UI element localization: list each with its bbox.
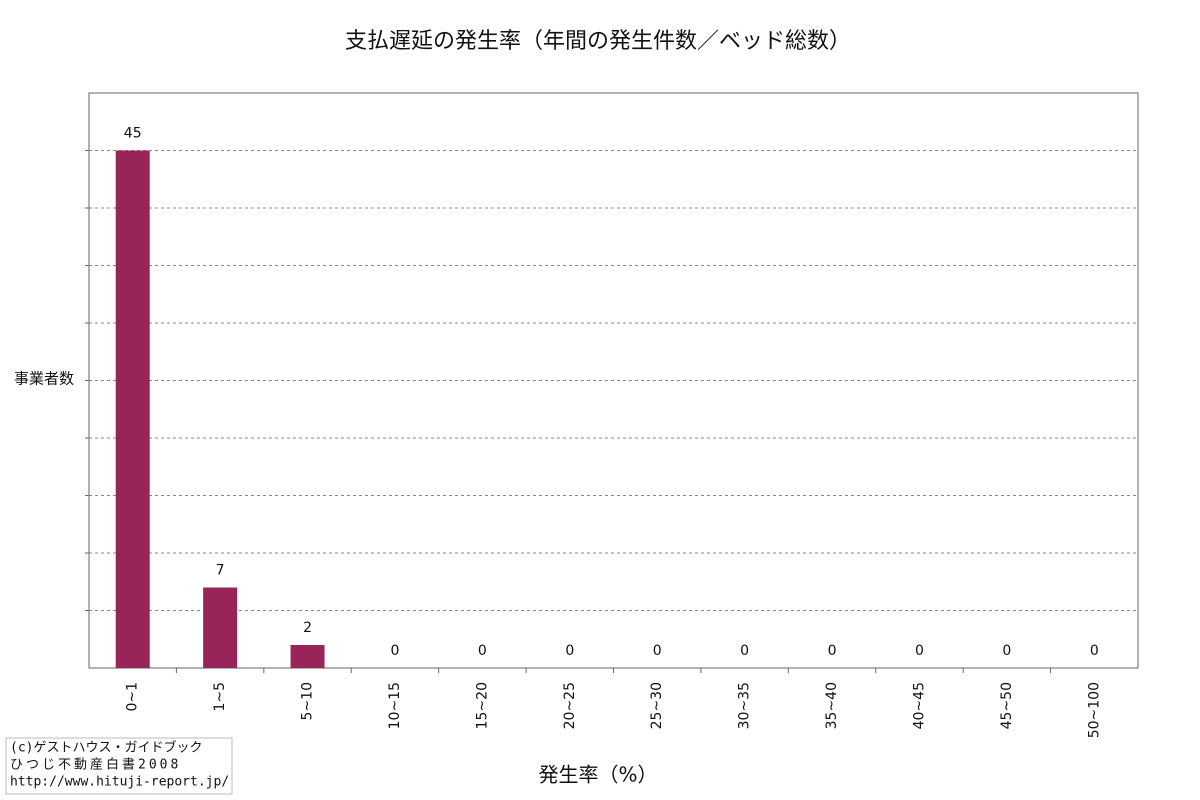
chart-title: 支払遅延の発生率（年間の発生件数／ベッド総数） [345,29,851,54]
x-tick-label: 5~10 [300,682,316,720]
data-label: 0 [828,643,837,659]
data-label: 0 [478,643,487,659]
x-axis-label: 発生率（%） [538,763,657,787]
x-tick-label: 45~50 [999,682,1015,729]
credit-line: (c)ゲストハウス・ガイドブック [10,740,202,756]
data-label: 0 [1090,643,1099,659]
x-tick-label: 25~30 [649,682,665,729]
data-label: 0 [653,643,662,659]
bar [290,645,325,668]
y-axis-label: 事業者数 [14,370,74,388]
data-label: 0 [740,643,749,659]
data-label: 0 [565,643,574,659]
data-label: 0 [1002,643,1011,659]
x-tick-label: 10~15 [387,682,403,729]
bar [203,587,238,668]
x-tick-label: 30~35 [737,682,753,729]
x-tick-label: 40~45 [911,682,927,729]
data-label: 0 [915,643,924,659]
data-label: 2 [303,620,312,636]
x-tick-label: 35~40 [824,682,840,729]
x-tick-label: 15~20 [474,682,490,729]
credit-box [5,737,233,795]
x-tick-label: 20~25 [562,682,578,729]
data-label: 45 [124,126,142,142]
credit-line: http://www.hituji-report.jp/ [10,775,229,790]
credit-line: ひつじ不動産白書2008 [10,757,181,773]
x-tick-label: 50~100 [1086,682,1102,738]
data-label: 7 [216,563,225,579]
x-tick-label: 1~5 [212,682,228,712]
data-label: 0 [390,643,399,659]
bar [115,150,150,668]
x-tick-label: 0~1 [125,682,141,712]
